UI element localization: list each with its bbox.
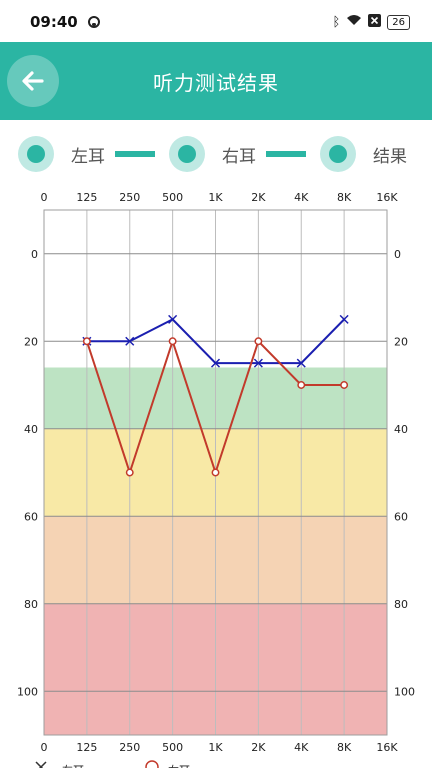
data-point-circle	[297, 381, 306, 389]
x-tick-label-top: 8K	[337, 191, 352, 204]
bottom-legend-left-ear: 左耳	[35, 761, 84, 768]
app-notification-icon	[87, 16, 100, 28]
x-tick-label-top: 16K	[376, 191, 398, 204]
x-tick-label-top: 500	[162, 191, 183, 204]
tab-right-ear[interactable]: 右耳	[169, 135, 306, 173]
tab-left-ear[interactable]: 左耳	[18, 135, 155, 173]
data-point-circle	[254, 337, 263, 346]
left-ear-line-swatch	[115, 151, 155, 157]
bottom-legend-left-label: 左耳	[62, 764, 84, 768]
data-point-circle	[340, 381, 349, 389]
data-point-circle	[211, 468, 220, 477]
data-point-circle	[168, 337, 177, 346]
status-bar: 09:40 ᛒ 26	[0, 0, 432, 44]
y-tick-label-left: 0	[31, 248, 38, 261]
status-time: 09:40	[30, 13, 78, 31]
x-tick-label-top: 4K	[294, 191, 309, 204]
radio-right-ear[interactable]	[169, 136, 205, 172]
data-point-x	[253, 358, 263, 368]
data-point-x	[168, 314, 178, 324]
audiogram-chart: 0 0 125 125 250 250 500 500 1K 1K 2K 2K 4K 4K 8K 8K 16K 1…	[0, 180, 432, 768]
data-point-x-stroke	[210, 358, 221, 368]
app-bar: 听力测试结果	[0, 42, 432, 120]
battery-icon: 26	[387, 14, 410, 30]
x-tick-label-top: 250	[119, 191, 140, 204]
audiogram-svg: 0 0 125 125 250 250 500 500 1K 1K 2K 2K 4K 4K 8K 8K 16K 1…	[17, 191, 415, 768]
page-title: 听力测试结果	[153, 70, 279, 95]
y-tick-label-right: 80	[394, 598, 408, 611]
data-point-x-stroke	[125, 336, 135, 346]
back-button[interactable]	[7, 55, 59, 107]
data-point-x-stroke	[168, 314, 178, 324]
data-point-x-stroke	[253, 358, 263, 368]
x-tick-label-bottom: 500	[162, 741, 183, 754]
legend-circle-marker-icon	[145, 760, 159, 768]
arrow-left-icon	[22, 71, 44, 91]
data-point-circle	[82, 337, 91, 346]
bottom-legend-right-label: 右耳	[168, 763, 190, 768]
data-point-x	[339, 314, 349, 324]
tab-result[interactable]: 结果	[320, 135, 407, 173]
x-tick-label-top: 0	[41, 191, 48, 204]
x-tick-label-top: 2K	[251, 191, 266, 204]
x-tick-label-bottom: 16K	[376, 741, 398, 754]
y-tick-label-right: 40	[394, 423, 408, 436]
bluetooth-icon: ᛒ	[332, 14, 341, 30]
sim-off-icon	[368, 13, 382, 31]
legend-x-marker-icon	[38, 761, 47, 768]
tab-result-label: 结果	[373, 146, 407, 167]
y-tick-label-right: 20	[394, 335, 408, 348]
y-tick-label-right: 0	[394, 248, 401, 261]
y-tick-label-left: 100	[17, 685, 38, 698]
radio-left-ear[interactable]	[18, 136, 54, 172]
x-tick-label-bottom: 8K	[337, 741, 352, 754]
y-tick-label-left: 20	[24, 335, 38, 348]
tab-right-ear-label: 右耳	[222, 146, 256, 167]
y-tick-label-left: 80	[24, 598, 38, 611]
x-tick-label-bottom: 250	[119, 741, 140, 754]
data-point-x	[210, 358, 221, 368]
x-tick-label-bottom: 1K	[208, 741, 223, 754]
data-point-x-stroke	[339, 314, 349, 324]
radio-result[interactable]	[320, 136, 356, 172]
bottom-legend-right-ear: 右耳	[145, 760, 190, 768]
x-tick-label-top: 1K	[208, 191, 223, 204]
y-tick-label-left: 40	[24, 423, 38, 436]
x-tick-label-bottom: 125	[76, 741, 97, 754]
data-point-x-stroke	[296, 358, 306, 368]
x-tick-label-bottom: 2K	[251, 741, 266, 754]
y-tick-label-right: 100	[394, 685, 415, 698]
data-point-x	[125, 336, 135, 346]
y-tick-label-right: 60	[394, 510, 408, 523]
y-tick-label-left: 60	[24, 510, 38, 523]
wifi-icon	[346, 14, 362, 30]
data-point-x	[296, 358, 306, 368]
right-ear-line-swatch	[266, 151, 306, 157]
x-tick-label-bottom: 4K	[294, 741, 309, 754]
data-point-circle	[125, 468, 134, 477]
ear-selector: 左耳 右耳 结果	[0, 135, 432, 175]
plot-frame	[43, 209, 388, 736]
tab-left-ear-label: 左耳	[71, 146, 105, 167]
x-tick-label-top: 125	[76, 191, 97, 204]
x-tick-label-bottom: 0	[41, 741, 48, 754]
